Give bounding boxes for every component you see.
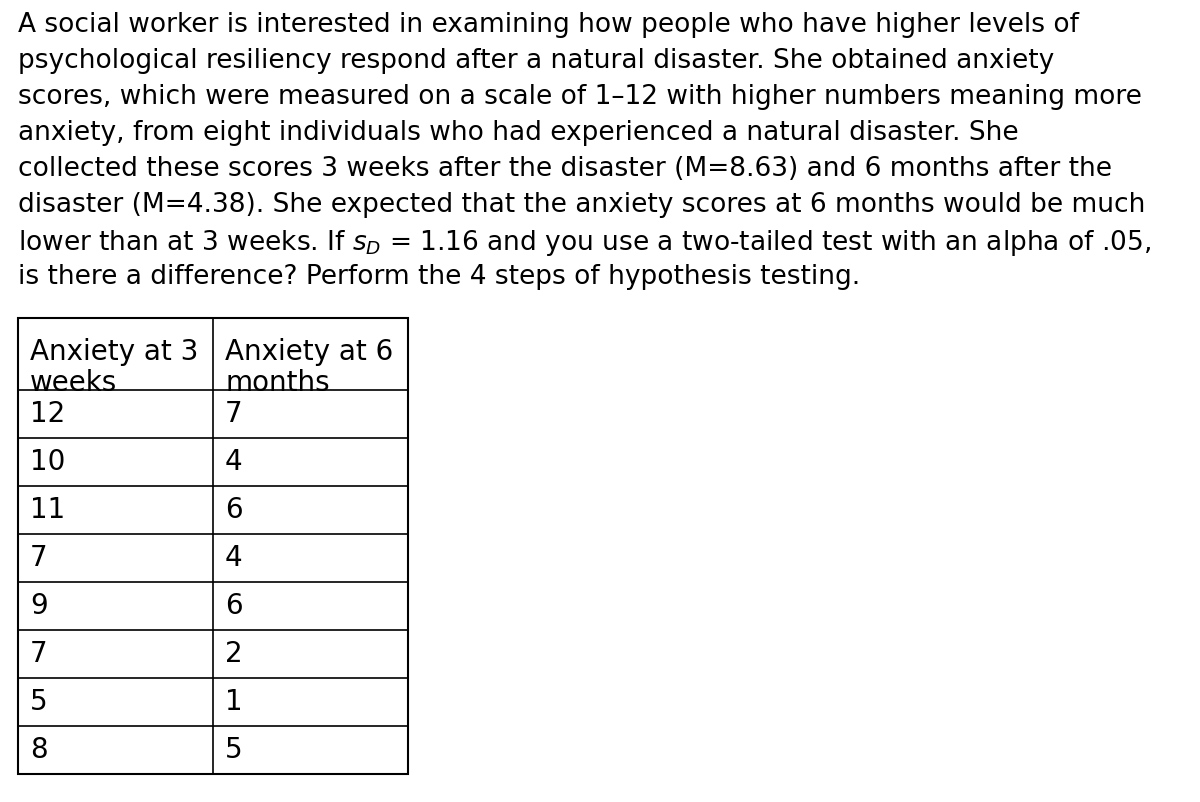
Text: 6: 6 [226, 592, 242, 620]
Text: 6: 6 [226, 496, 242, 524]
Text: 5: 5 [30, 688, 48, 716]
Text: is there a difference? Perform the 4 steps of hypothesis testing.: is there a difference? Perform the 4 ste… [18, 264, 860, 290]
Text: Anxiety at 3: Anxiety at 3 [30, 338, 198, 367]
Text: months: months [226, 369, 330, 397]
Text: anxiety, from eight individuals who had experienced a natural disaster. She: anxiety, from eight individuals who had … [18, 120, 1019, 146]
Text: 12: 12 [30, 400, 65, 428]
Text: weeks: weeks [30, 369, 118, 397]
Text: 4: 4 [226, 544, 242, 572]
Text: 10: 10 [30, 448, 65, 476]
Text: 11: 11 [30, 496, 65, 524]
Text: 2: 2 [226, 640, 242, 668]
Text: 7: 7 [226, 400, 242, 428]
Text: 8: 8 [30, 736, 48, 764]
Text: 7: 7 [30, 640, 48, 668]
Bar [18, 318, 408, 774]
Text: 7: 7 [30, 544, 48, 572]
Text: 1: 1 [226, 688, 242, 716]
Text: 5: 5 [226, 736, 242, 764]
Text: collected these scores 3 weeks after the disaster (M=8.63) and 6 months after th: collected these scores 3 weeks after the… [18, 156, 1112, 182]
Text: scores, which were measured on a scale of 1–12 with higher numbers meaning more: scores, which were measured on a scale o… [18, 84, 1142, 110]
Text: lower than at 3 weeks. If $s_D$ = 1.16 and you use a two-tailed test with an alp: lower than at 3 weeks. If $s_D$ = 1.16 a… [18, 228, 1151, 258]
Text: 4: 4 [226, 448, 242, 476]
Text: disaster (M=4.38). She expected that the anxiety scores at 6 months would be muc: disaster (M=4.38). She expected that the… [18, 192, 1145, 218]
Text: Anxiety at 6: Anxiety at 6 [226, 338, 394, 367]
Text: A social worker is interested in examining how people who have higher levels of: A social worker is interested in examini… [18, 12, 1079, 38]
Text: psychological resiliency respond after a natural disaster. She obtained anxiety: psychological resiliency respond after a… [18, 48, 1055, 74]
Text: 9: 9 [30, 592, 48, 620]
